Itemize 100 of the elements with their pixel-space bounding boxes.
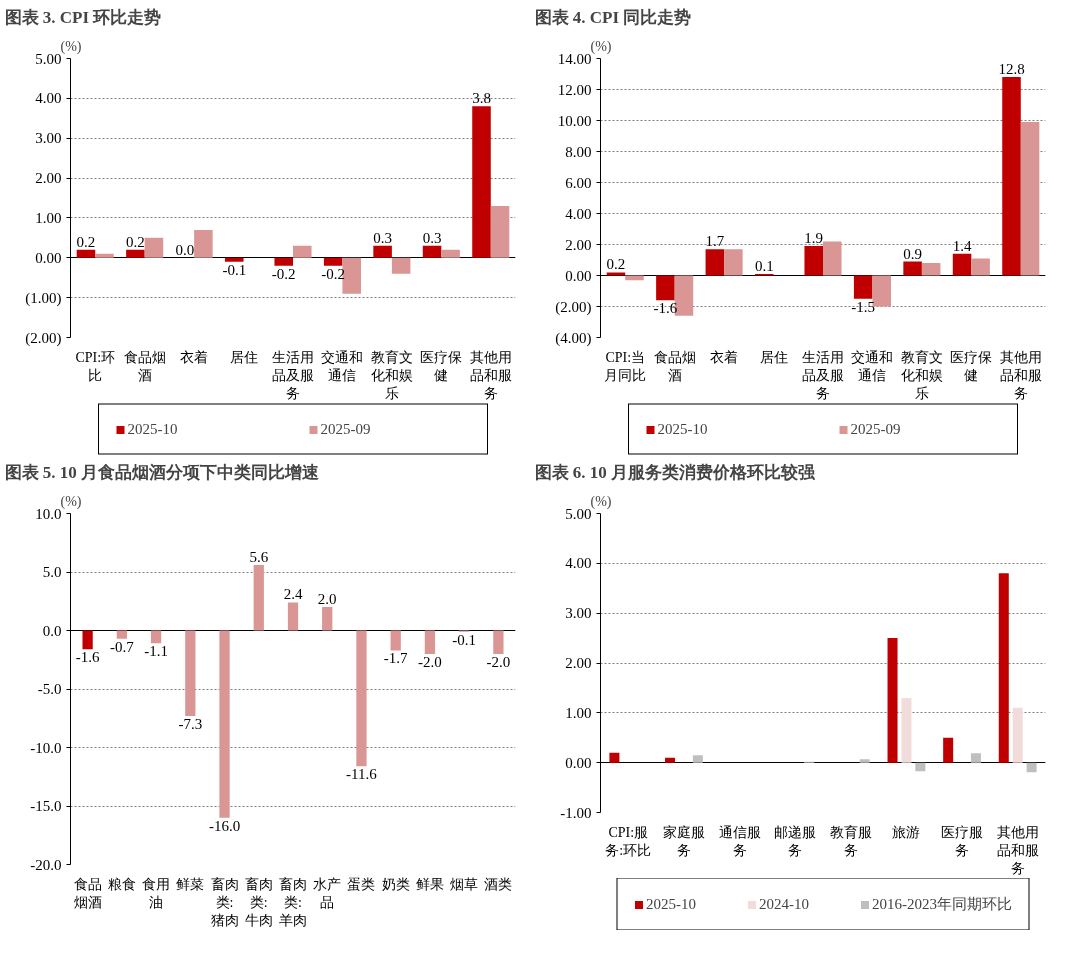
y-tick-label: 2.00 <box>35 170 62 187</box>
bar <box>970 753 981 763</box>
x-tick-label: 旅游 <box>892 824 921 840</box>
y-tick-label: 1.00 <box>565 704 592 721</box>
bar <box>76 249 96 258</box>
bar <box>373 245 392 258</box>
chart-title: 图表 4. CPI 同比走势 <box>534 7 692 27</box>
data-label: -0.7 <box>109 638 135 655</box>
data-label: 0.3 <box>373 229 392 246</box>
x-tick-label: 生活用品及服务 <box>802 349 844 401</box>
data-label: -1.6 <box>653 300 678 317</box>
data-label: -2.0 <box>486 653 511 670</box>
bar <box>150 630 162 644</box>
bar <box>274 257 293 266</box>
y-tick-label: 0.00 <box>35 249 62 266</box>
bar <box>952 253 972 276</box>
bar <box>126 249 145 258</box>
data-label: 0.1 <box>754 257 774 274</box>
legend-label: 2025-10 <box>657 420 709 438</box>
x-tick-label: 食用油 <box>142 876 171 910</box>
bar <box>943 737 954 763</box>
bar <box>971 258 990 276</box>
data-label: 0.3 <box>422 229 442 246</box>
bar <box>859 759 870 763</box>
y-tick-label: 4.00 <box>565 555 592 572</box>
bar <box>225 257 244 262</box>
x-tick-label: 其他用品和服务 <box>996 824 1039 876</box>
x-tick-label: 畜肉类:牛肉 <box>244 875 273 928</box>
x-tick-label: 交通和通信 <box>321 349 364 383</box>
data-label: 2.4 <box>283 586 303 603</box>
data-label: 5.6 <box>249 548 269 565</box>
bar <box>287 602 299 631</box>
y-tick-label: (1.00) <box>25 289 62 307</box>
y-tick-label: 10.00 <box>557 112 592 129</box>
data-label: 3.8 <box>472 90 491 107</box>
x-tick-label: 鲜菜 <box>176 876 205 892</box>
data-label: -0.1 <box>222 261 247 278</box>
x-tick-label: 酒类 <box>484 876 513 892</box>
x-tick-label: CPI:当月同比 <box>604 349 647 383</box>
bar <box>1012 707 1023 763</box>
y-tick-label: 1.00 <box>35 209 62 226</box>
bar <box>322 607 333 631</box>
y-tick-label: 5.00 <box>35 50 62 67</box>
x-tick-label: 衣着 <box>710 349 739 365</box>
y-tick-label: (4.00) <box>555 329 592 347</box>
bar <box>915 762 926 772</box>
x-tick-label: 奶类 <box>381 876 410 892</box>
data-label: -2.0 <box>418 653 442 670</box>
data-label: 0.2 <box>76 233 96 250</box>
bar <box>185 630 196 716</box>
bar <box>705 249 725 276</box>
y-tick-label: (2.00) <box>555 298 592 316</box>
bar <box>490 205 510 258</box>
bar <box>903 261 922 276</box>
x-tick-label: 食品烟酒 <box>123 349 166 383</box>
y-tick-label: 6.00 <box>565 174 592 191</box>
bar <box>1020 122 1040 276</box>
y-tick-label: 5.00 <box>565 505 592 522</box>
y-tick-label: 12.00 <box>557 81 592 98</box>
bar <box>823 241 842 276</box>
x-tick-label: 水产品 <box>313 876 342 910</box>
x-tick-label: 鲜果 <box>415 876 444 892</box>
chart-title: 图表 6. 10 月服务类消费价格环比较强 <box>534 462 816 482</box>
y-axis-title: (%) <box>590 493 612 510</box>
bar <box>692 755 703 763</box>
bar <box>901 697 912 763</box>
legend-label: 2025-09 <box>320 420 372 438</box>
bar <box>665 757 676 763</box>
x-tick-label: CPI:服务:环比 <box>605 824 652 858</box>
x-tick-label: 交通和通信 <box>851 349 894 383</box>
x-tick-label: 烟草 <box>450 876 479 892</box>
y-tick-label: 4.00 <box>35 90 62 107</box>
y-tick-label: -1.00 <box>560 804 592 821</box>
y-tick-label: 3.00 <box>35 130 62 147</box>
y-tick-label: 5.0 <box>42 564 62 580</box>
x-tick-label: 居住 <box>759 349 788 365</box>
y-tick-label: -10.0 <box>30 739 62 756</box>
bar <box>116 630 127 639</box>
bar <box>391 257 411 274</box>
chart-title: 图表 5. 10 月食品烟酒分项下中类同比增速 <box>4 462 319 482</box>
x-tick-label: 医疗保健 <box>950 349 993 383</box>
bar <box>887 638 898 763</box>
data-label: 2.0 <box>317 591 337 608</box>
y-tick-label: 0.00 <box>565 267 592 284</box>
data-label: 0.2 <box>126 233 145 250</box>
y-tick-label: 0.0 <box>42 622 62 639</box>
data-label: 0.2 <box>606 256 626 273</box>
legend-label: 2025-10 <box>646 895 697 913</box>
data-label: -7.3 <box>178 715 203 732</box>
y-axis-title: (%) <box>60 38 82 55</box>
data-label: -0.2 <box>271 265 296 282</box>
y-tick-label: -5.0 <box>37 681 62 697</box>
bar <box>144 237 164 258</box>
y-tick-label: 8.00 <box>565 143 592 160</box>
data-label: -11.6 <box>346 766 378 783</box>
x-tick-label: 医疗服务 <box>941 824 984 858</box>
bar <box>323 257 343 266</box>
data-label: 12.8 <box>998 61 1025 78</box>
data-label: -0.2 <box>321 265 346 282</box>
bar <box>609 752 620 763</box>
